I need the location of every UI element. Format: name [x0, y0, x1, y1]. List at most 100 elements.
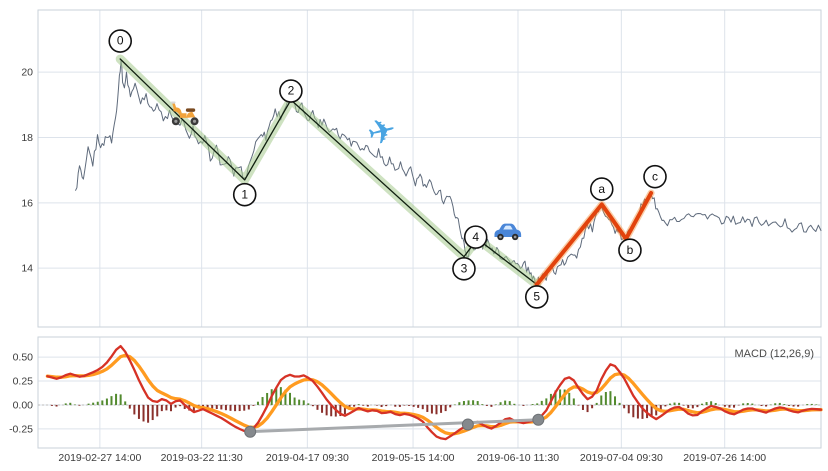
- macd-histogram-bar: [408, 404, 411, 406]
- macd-histogram-bar: [508, 401, 511, 405]
- y-tick-label-macd: -0.25: [9, 423, 33, 435]
- svg-text:c: c: [652, 169, 658, 183]
- macd-histogram-bar: [385, 404, 388, 407]
- price-panel-frame: [37, 9, 822, 328]
- macd-histogram-bar: [142, 404, 145, 422]
- macd-legend: MACD (12,26,9): [735, 348, 814, 360]
- macd-histogram-bar: [536, 403, 539, 405]
- svg-text:4: 4: [472, 230, 479, 244]
- macd-histogram-bar: [659, 404, 662, 411]
- macd-histogram-bar: [700, 403, 703, 405]
- macd-histogram-bar: [604, 391, 607, 405]
- macd-histogram-bar: [160, 404, 163, 412]
- macd-histogram-bar: [284, 389, 287, 405]
- macd-histogram-bar: [673, 402, 676, 405]
- macd-histogram-bar: [792, 404, 795, 407]
- y-tick-label-macd: 0.00: [13, 399, 34, 411]
- macd-panel-frame: [37, 336, 822, 449]
- wave-label-c: c: [643, 164, 667, 189]
- svg-text:2: 2: [288, 84, 295, 98]
- macd-histogram-bar: [110, 396, 113, 405]
- macd-histogram-bar: [243, 404, 246, 411]
- macd-histogram-bar: [806, 404, 809, 405]
- macd-histogram-bar: [609, 391, 612, 405]
- macd-line: [46, 344, 823, 441]
- macd-histogram-bar: [595, 402, 598, 405]
- macd-histogram-bar: [133, 404, 136, 415]
- macd-histogram-bar: [682, 404, 685, 406]
- macd-histogram-bar: [238, 404, 241, 412]
- divergence-dot: [461, 418, 474, 431]
- macd-histogram-bar: [403, 404, 406, 406]
- macd-histogram-bar: [115, 393, 118, 405]
- macd-histogram-bar: [504, 400, 507, 405]
- macd-histogram-bar: [627, 404, 630, 414]
- macd-histogram-bar: [614, 396, 617, 405]
- macd-histogram-bar: [733, 404, 736, 408]
- x-tick-label: 2019-07-26 14:00: [683, 452, 766, 464]
- macd-histogram-bar: [641, 404, 644, 419]
- x-tick-label: 2019-04-17 09:30: [266, 452, 349, 464]
- macd-histogram-bar: [307, 403, 310, 405]
- macd-histogram-bar: [810, 403, 813, 405]
- svg-text:b: b: [627, 243, 634, 257]
- wave-label-a: a: [589, 177, 614, 201]
- macd-histogram-bar: [412, 404, 415, 407]
- x-tick-label: 2019-05-15 14:00: [372, 452, 455, 464]
- macd-histogram-bar: [568, 392, 571, 405]
- correction-wave-line: [534, 191, 654, 287]
- macd-histogram-bar: [183, 404, 186, 410]
- macd-histogram-bar: [559, 389, 562, 405]
- macd-histogram-bar: [192, 404, 195, 412]
- macd-histogram-bar: [293, 397, 296, 405]
- macd-histogram-bar: [760, 404, 763, 407]
- macd-histogram-bar: [206, 404, 209, 408]
- price-line: [75, 59, 822, 289]
- macd-histogram-bar: [531, 404, 534, 405]
- macd-histogram-bar: [746, 403, 749, 405]
- y-tick-label-price: 20: [21, 67, 33, 79]
- macd-histogram-bar: [321, 404, 324, 413]
- macd-histogram-bar: [513, 403, 516, 405]
- macd-histogram-bar: [375, 404, 378, 406]
- wave-label-0: 0: [108, 29, 133, 53]
- macd-histogram-bar: [650, 404, 653, 417]
- macd-histogram-bar: [311, 404, 314, 407]
- macd-histogram-bar: [137, 404, 140, 419]
- macd-histogram-bar: [343, 404, 346, 415]
- macd-histogram-bar: [50, 404, 53, 406]
- macd-histogram-bar: [357, 404, 360, 405]
- macd-histogram-bar: [394, 404, 397, 407]
- macd-histogram-bar: [687, 404, 690, 409]
- macd-histogram-bar: [678, 402, 681, 405]
- macd-histogram-bar: [581, 404, 584, 410]
- macd-histogram-bar: [778, 402, 781, 405]
- macd-histogram-bar: [467, 400, 470, 405]
- signal-line: [45, 353, 823, 436]
- wave-label-5: 5: [524, 285, 549, 309]
- x-tick-label: 2019-02-27 14:00: [58, 452, 141, 464]
- macd-histogram-bar: [101, 400, 104, 405]
- macd-histogram-bar: [156, 404, 159, 417]
- divergence-line: [248, 418, 540, 434]
- svg-text:5: 5: [533, 290, 540, 304]
- y-tick-label-price: 16: [21, 197, 33, 209]
- macd-histogram-bar: [545, 398, 548, 405]
- macd-histogram-bar: [69, 402, 72, 405]
- divergence-dot: [532, 413, 545, 426]
- macd-histogram-bar: [430, 404, 433, 414]
- macd-histogram-bar: [380, 404, 383, 408]
- macd-histogram-bar: [261, 397, 264, 405]
- macd-histogram-bar: [723, 404, 726, 407]
- macd-histogram-bar: [522, 404, 525, 406]
- macd-histogram-bar: [398, 404, 401, 407]
- macd-histogram-bar: [224, 404, 227, 411]
- macd-histogram-bar: [421, 404, 424, 410]
- macd-histogram-bar: [302, 400, 305, 405]
- macd-histogram-bar: [751, 403, 754, 405]
- x-tick-label: 2019-03-22 11:30: [161, 452, 243, 464]
- x-tick-label: 2019-07-04 09:30: [580, 452, 663, 464]
- y-tick-label-price: 18: [21, 132, 33, 144]
- macd-histogram-bar: [362, 404, 365, 406]
- macd-histogram-bar: [458, 402, 461, 405]
